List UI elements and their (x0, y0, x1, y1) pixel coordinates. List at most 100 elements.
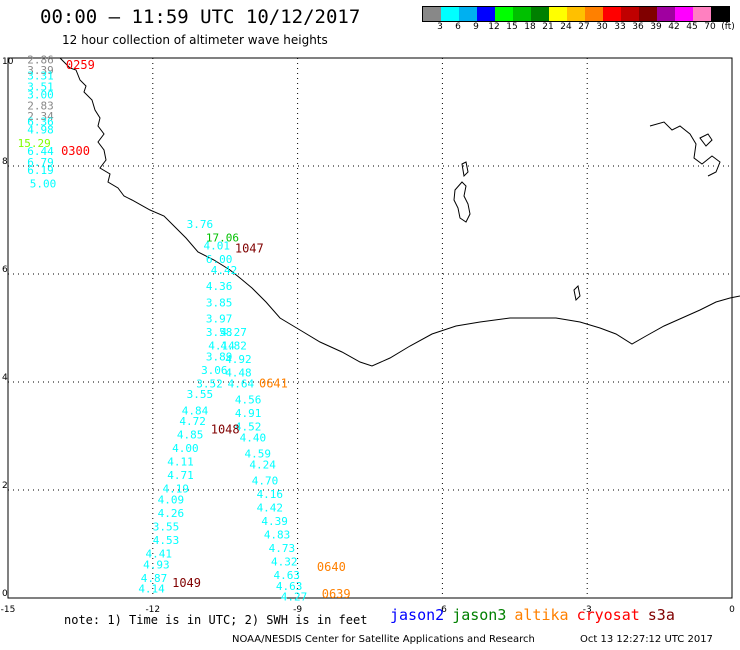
pass-time-label: 0640 (317, 560, 346, 574)
legend-item-s3a: s3a (647, 606, 675, 624)
colorbar-tick-label: 39 (650, 22, 662, 32)
swh-label: 3.00 (27, 89, 54, 102)
axis-tick-labels: -15 -12 -9 -6 -3 0 10 8 6 4 2 0 (1, 57, 735, 615)
colorbar-swatch (621, 7, 639, 21)
swh-label: 4.11 (167, 456, 194, 469)
map-grid (7, 57, 733, 599)
colorbar-swatch (513, 7, 531, 21)
swh-label: 2.34 (27, 110, 54, 123)
swh-label: 4.14 (208, 340, 235, 353)
swh-label: 6.00 (206, 253, 233, 266)
footer-note: note: 1) Time is in UTC; 2) SWH is in fe… (64, 613, 368, 627)
swh-label: 6.19 (27, 164, 54, 177)
swh-label: 4.83 (264, 529, 291, 542)
swh-label: 4.39 (261, 515, 288, 528)
swh-label: 4.56 (235, 394, 262, 407)
swh-label: 6.36 (27, 116, 54, 129)
swh-label: 6.44 (27, 145, 54, 158)
colorbar-tick-label: 9 (473, 22, 479, 32)
swh-label: 4.27 (220, 326, 247, 339)
colorbar-tick-label: 45 (686, 22, 698, 32)
y-tick-label: 0 (2, 589, 8, 599)
swh-label: 3.06 (201, 364, 228, 377)
colorbar-swatch (549, 7, 567, 21)
swh-label: 4.59 (245, 448, 271, 461)
pass-time-label: 0300 (61, 144, 90, 158)
x-tick-label: -3 (583, 605, 592, 615)
y-tick-label: 4 (2, 373, 8, 383)
colorbar-swatch (531, 7, 549, 21)
colorbar-tick-label: 27 (578, 22, 590, 32)
swh-label: 15.29 (18, 137, 51, 150)
x-tick-label: 0 (729, 605, 735, 615)
island-small-1 (461, 161, 469, 178)
colorbar-tick-label: 30 (596, 22, 608, 32)
colorbar-tick-label: 21 (542, 22, 554, 32)
satellite-legend: jason2 jason3 altika cryosat s3a (390, 606, 683, 624)
swh-label: 3.76 (187, 218, 214, 231)
pass-time-labels: 0259 0300 1047 0641 1048 0640 0639 1049 (61, 58, 351, 601)
swh-label: 4.64 (228, 377, 255, 390)
swh-label: 4.53 (153, 534, 180, 547)
y-tick-label: 6 (2, 265, 8, 275)
colorbar-tick-label: 70 (704, 22, 716, 32)
pass-time-label: 0259 (66, 58, 95, 72)
swh-label: 4.42 (257, 502, 284, 515)
colorbar-tick-label: 3 (437, 22, 443, 32)
colorbar-swatch (477, 7, 495, 21)
swh-label: 2.86 (27, 53, 54, 66)
legend-item-jason2: jason2 (390, 606, 445, 624)
swh-label: 6.79 (27, 156, 54, 169)
swh-label: 4.72 (179, 415, 206, 428)
swh-value-labels: 2.863.393.313.513.002.832.346.364.9815.2… (18, 53, 308, 603)
legend-item-altika: altika (514, 606, 569, 624)
colorbar-swatch (459, 7, 477, 21)
y-tick-label: 8 (2, 157, 8, 167)
pass-time-label: 1047 (235, 241, 264, 255)
swh-label: 5.00 (30, 178, 57, 191)
swh-label: 3.85 (206, 296, 233, 309)
swh-label: 4.09 (158, 494, 185, 507)
swh-label: 4.24 (249, 458, 276, 471)
swh-label: 4.27 (281, 591, 308, 604)
colorbar-swatch (603, 7, 621, 21)
swh-label: 4.73 (269, 542, 296, 555)
swh-label: 4.52 (235, 421, 262, 434)
swh-label: 4.63 (273, 569, 300, 582)
pass-time-label: 1049 (172, 576, 201, 590)
swh-label: 4.19 (162, 483, 189, 496)
colorbar-swatch (657, 7, 675, 21)
swh-label: 4.26 (158, 507, 185, 520)
swh-label: 4.14 (138, 583, 165, 596)
swh-label: 3.52 (196, 377, 223, 390)
y-tick-label: 10 (2, 57, 14, 67)
colorbar-swatch (423, 7, 441, 21)
x-tick-label: -9 (293, 605, 302, 615)
generation-timestamp: Oct 13 12:27:12 UTC 2017 (580, 634, 713, 645)
colorbar-tick-label: 33 (614, 22, 626, 32)
colorbar-tick-label: 36 (632, 22, 644, 32)
swh-label: 4.01 (203, 240, 230, 253)
colorbar-swatch (693, 7, 711, 21)
colorbar-swatch (567, 7, 585, 21)
swh-label: 4.63 (276, 580, 303, 593)
legend-item-jason3: jason3 (452, 606, 507, 624)
swh-label: 2.83 (27, 99, 54, 112)
swh-label: 3.51 (27, 80, 54, 93)
swh-label: 3.97 (206, 313, 233, 326)
swh-label: 4.93 (143, 558, 170, 571)
page-title: 00:00 — 11:59 UTC 10/12/2017 (40, 6, 361, 28)
swh-label: 3.58 (206, 326, 233, 339)
colorbar-tick-label: (ft) (721, 22, 735, 32)
swh-label: 17.06 (206, 232, 239, 245)
pass-time-label: 0639 (322, 587, 351, 601)
colorbar-tick-label: 15 (506, 22, 518, 32)
colorbar-swatch (441, 7, 459, 21)
swh-label: 3.39 (27, 64, 54, 77)
pass-time-label: 0641 (259, 376, 288, 390)
swh-label: 4.87 (141, 572, 168, 585)
lake-small (699, 133, 713, 147)
swh-label: 4.98 (27, 124, 54, 137)
pass-time-label: 1048 (211, 422, 240, 436)
